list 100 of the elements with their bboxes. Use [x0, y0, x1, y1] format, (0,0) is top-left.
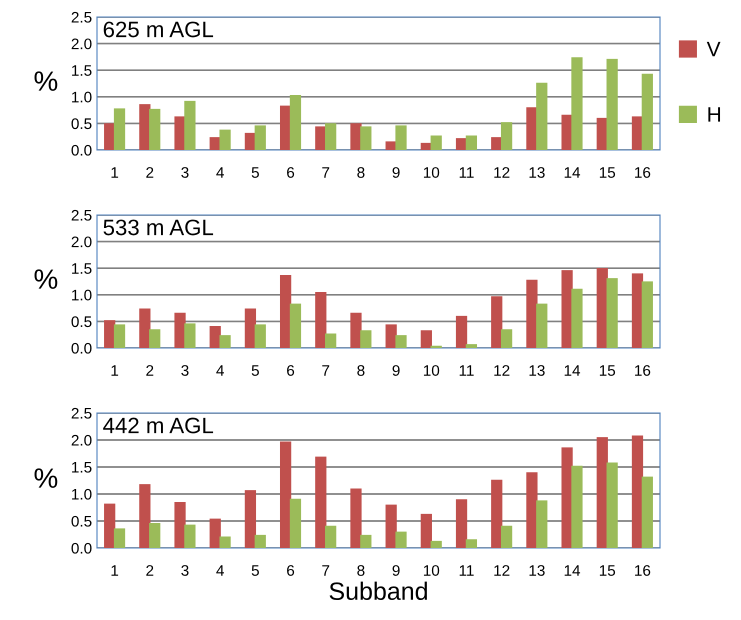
chart-title: 533 m AGL: [104, 220, 214, 236]
y-tick-label: 2.5: [72, 12, 92, 23]
bar: [561, 270, 573, 348]
bar: [325, 526, 336, 548]
bar: [395, 335, 407, 348]
bar: [149, 329, 160, 348]
x-tick-label: 1: [112, 365, 118, 376]
bar: [642, 74, 653, 150]
y-tick-label: 1.0: [72, 290, 92, 300]
y-tick-label: 0.5: [72, 316, 92, 328]
bar: [571, 57, 583, 150]
bar: [632, 436, 644, 548]
bar: [325, 333, 336, 348]
x-tick-label: 2: [146, 167, 154, 178]
x-tick-label: 2: [146, 565, 154, 576]
bar: [466, 344, 478, 348]
bar: [244, 490, 256, 548]
x-tick-label: 1: [112, 565, 118, 576]
x-tick-label: 13: [530, 167, 545, 178]
x-tick-label: 13: [530, 565, 545, 576]
bar: [456, 316, 468, 348]
x-tick-label: 9: [392, 365, 400, 376]
bar: [290, 498, 302, 548]
bar: [280, 274, 292, 348]
y-tick-label: 0.5: [72, 118, 92, 130]
bar: [139, 484, 150, 548]
bar: [315, 456, 326, 548]
y-tick-label: 0.0: [72, 144, 92, 156]
legend-label: H: [708, 107, 720, 122]
y-tick-label: 2.5: [72, 408, 92, 419]
y-tick-label: 0.0: [72, 342, 92, 354]
bar: [456, 499, 468, 548]
bar: [104, 123, 116, 150]
x-tick-label: 12: [494, 565, 510, 576]
bar: [526, 280, 538, 348]
y-tick-label: 1.0: [72, 488, 92, 500]
x-tick-label: 4: [216, 167, 224, 178]
x-tick-label: 7: [322, 167, 330, 178]
y-tick-label: 2.0: [72, 236, 92, 248]
x-tick-label: 16: [635, 365, 650, 376]
x-tick-label: 4: [216, 565, 224, 576]
bar: [184, 524, 196, 548]
bar: [210, 137, 221, 150]
x-tick-label: 9: [392, 565, 400, 576]
bar: [210, 326, 221, 348]
bar: [350, 488, 362, 548]
y-axis-title: %: [34, 71, 58, 91]
x-tick-label: 12: [494, 365, 510, 376]
x-tick-label: 14: [564, 365, 580, 376]
bar: [149, 523, 160, 548]
bar: [139, 308, 150, 348]
bar: [466, 135, 478, 150]
bar: [430, 135, 442, 150]
bar: [500, 526, 512, 548]
y-tick-label: 2.0: [72, 38, 92, 50]
bar: [386, 504, 397, 548]
y-tick-label: 1.0: [72, 92, 92, 102]
bar: [114, 528, 126, 548]
bar: [254, 534, 266, 548]
x-tick-label: 14: [564, 565, 580, 576]
bar: [466, 539, 478, 548]
x-tick-label: 7: [322, 365, 330, 376]
bar: [280, 106, 292, 150]
y-tick-label: 1.5: [72, 462, 92, 473]
bar: [149, 108, 160, 150]
bar: [184, 100, 196, 150]
bar: [606, 278, 618, 348]
y-tick-label: 1.5: [72, 65, 92, 76]
bar: [500, 122, 512, 150]
x-tick-label: 1: [112, 167, 118, 178]
bar: [491, 137, 502, 150]
bar: [536, 304, 548, 348]
bar: [596, 437, 608, 548]
x-tick-label: 5: [252, 565, 259, 576]
bar: [491, 296, 502, 348]
bar: [325, 123, 336, 150]
bar: [571, 288, 583, 348]
x-tick-label: 15: [600, 365, 616, 376]
bar: [104, 320, 116, 348]
bar: [315, 292, 326, 348]
chart-title: 442 m AGL: [103, 418, 214, 434]
bar: [596, 268, 608, 348]
x-tick-label: 3: [181, 365, 189, 376]
x-tick-label: 11: [460, 167, 474, 178]
x-tick-label: 11: [460, 365, 474, 376]
x-tick-label: 16: [635, 167, 650, 178]
x-tick-label: 12: [494, 167, 510, 178]
legend-label: V: [706, 42, 720, 56]
bar: [606, 58, 618, 150]
bar: [360, 534, 372, 548]
x-tick-label: 8: [357, 565, 364, 576]
bar: [491, 480, 502, 548]
bar: [536, 82, 548, 150]
bar: [350, 312, 362, 348]
bar: [456, 138, 468, 150]
x-tick-label: 11: [460, 565, 474, 576]
x-tick-label: 9: [392, 167, 400, 178]
x-tick-label: 13: [530, 365, 545, 376]
x-tick-label: 7: [322, 565, 330, 576]
y-tick-label: 2.0: [72, 434, 92, 446]
